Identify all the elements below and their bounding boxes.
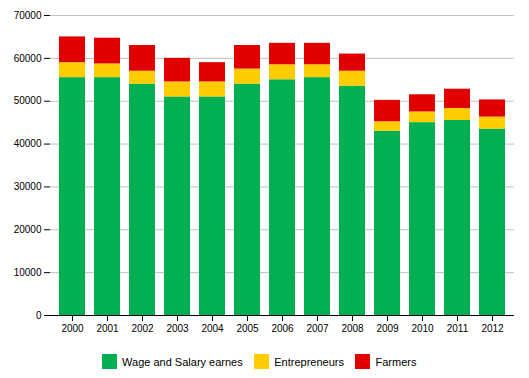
svg-text:40000: 40000 xyxy=(14,138,42,149)
svg-text:2001: 2001 xyxy=(96,323,119,334)
svg-text:2003: 2003 xyxy=(166,323,189,334)
svg-text:60000: 60000 xyxy=(14,53,42,64)
html-text:Farmers: Farmers xyxy=(375,355,417,368)
svg-text:2012: 2012 xyxy=(481,323,504,334)
svg-text:20000: 20000 xyxy=(14,224,42,235)
svg-text:70000: 70000 xyxy=(14,10,42,21)
svg-text:2006: 2006 xyxy=(271,323,294,334)
svg-text:2007: 2007 xyxy=(306,323,329,334)
svg-text:2008: 2008 xyxy=(341,323,364,334)
svg-text:2011: 2011 xyxy=(447,323,469,334)
html-text:Entrepreneurs: Entrepreneurs xyxy=(274,355,344,368)
svg-text:2010: 2010 xyxy=(411,323,434,334)
svg-text:50000: 50000 xyxy=(14,95,42,106)
svg-text:10000: 10000 xyxy=(14,267,42,278)
svg-text:2002: 2002 xyxy=(131,323,154,334)
svg-text:0: 0 xyxy=(36,310,42,321)
svg-text:2000: 2000 xyxy=(61,323,84,334)
svg-text:2004: 2004 xyxy=(201,323,224,334)
html-text:Wage and Salary earnes: Wage and Salary earnes xyxy=(122,355,243,368)
svg-text:2009: 2009 xyxy=(376,323,399,334)
svg-text:2005: 2005 xyxy=(236,323,259,334)
svg-text:30000: 30000 xyxy=(14,181,42,192)
